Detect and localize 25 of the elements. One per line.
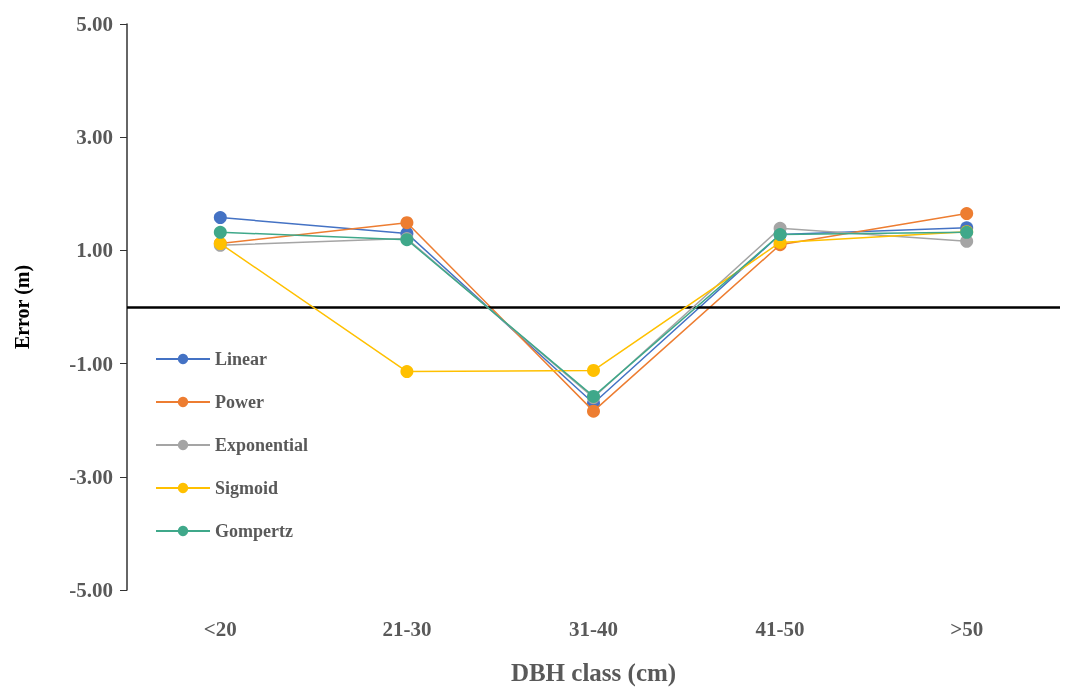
y-tick-label: 1.00 [76, 238, 113, 263]
legend-label: Linear [215, 349, 268, 369]
point [400, 216, 414, 230]
y-tick-label: 5.00 [76, 12, 113, 36]
legend-label: Exponential [215, 435, 309, 455]
y-tick-label: -1.00 [69, 351, 113, 376]
point [213, 225, 227, 239]
point [960, 207, 974, 221]
legend-label: Gompertz [215, 521, 293, 541]
x-tick-label: 31-40 [569, 616, 618, 641]
x-tick-label: >50 [950, 616, 984, 641]
x-tick-label: 21-30 [382, 616, 432, 641]
x-axis-title: DBH class (cm) [510, 659, 677, 687]
point [213, 211, 227, 225]
y-tick-label: 3.00 [76, 125, 113, 150]
y-axis-title: Error (m) [11, 264, 34, 350]
x-tick-label: <20 [203, 616, 237, 641]
legend-label: Power [215, 392, 264, 412]
point [587, 404, 600, 418]
y-tick-label: -5.00 [69, 578, 113, 602]
y-tick-label: -3.00 [69, 464, 113, 489]
legend-label: Sigmoid [215, 478, 279, 498]
x-tick-label: 41-50 [755, 616, 805, 641]
point [400, 365, 414, 379]
point [587, 363, 600, 377]
